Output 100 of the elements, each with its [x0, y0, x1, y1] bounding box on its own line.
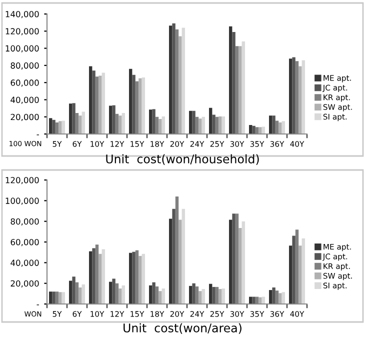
bar	[122, 285, 125, 304]
bar	[62, 120, 65, 134]
bar	[238, 46, 242, 134]
bar	[242, 221, 245, 304]
bar	[129, 68, 132, 134]
bar	[232, 32, 236, 134]
bar	[272, 287, 276, 304]
y-tick-label: 80,000	[10, 218, 39, 226]
bar	[149, 285, 152, 304]
bar	[152, 109, 156, 134]
bar	[52, 292, 56, 304]
bar	[212, 286, 216, 304]
bar	[82, 112, 85, 134]
bar	[178, 220, 182, 304]
bar	[142, 77, 145, 134]
y-tick-label: 80,000	[10, 62, 39, 70]
bar	[89, 66, 92, 134]
bar	[118, 116, 122, 134]
bar	[282, 292, 285, 304]
bar	[292, 57, 296, 134]
bar	[198, 118, 202, 134]
bar	[169, 218, 172, 304]
y-tick-label: 100,000	[6, 198, 39, 205]
bar	[102, 72, 105, 134]
bar	[138, 256, 142, 304]
bar	[118, 288, 122, 304]
bar	[218, 289, 222, 304]
x-axis-title: Unit cost(won/area)	[124, 323, 242, 334]
x-axis-title: Unit cost(won/household)	[106, 154, 259, 165]
y-tick-label: 40,000	[10, 96, 39, 104]
bar	[252, 296, 256, 304]
y-tick-label: 60,000	[10, 238, 39, 246]
bar	[258, 297, 262, 304]
bar	[82, 284, 85, 304]
bar	[269, 116, 272, 134]
bar	[189, 110, 192, 134]
bar	[292, 236, 296, 304]
bar	[89, 251, 92, 304]
bar	[172, 23, 176, 134]
bar	[52, 120, 56, 134]
bar	[69, 280, 72, 304]
bar	[189, 286, 192, 304]
bar	[49, 292, 52, 304]
bar	[202, 116, 205, 134]
bar	[182, 208, 185, 304]
bar	[109, 106, 112, 134]
bar	[162, 288, 165, 304]
bar	[229, 220, 232, 304]
bar	[278, 122, 282, 134]
bar	[298, 246, 302, 304]
bar	[252, 126, 256, 134]
bar	[178, 36, 182, 134]
bar	[212, 114, 216, 134]
bar	[98, 76, 102, 134]
bar	[49, 118, 52, 134]
bar	[209, 284, 212, 304]
bar	[149, 110, 152, 134]
y-tick-label: 120,000	[6, 28, 39, 36]
bar	[152, 282, 156, 304]
bar	[298, 66, 302, 134]
bar	[282, 121, 285, 134]
bar	[269, 290, 272, 304]
bar	[172, 208, 176, 304]
y-tick-label: 60,000	[10, 80, 39, 87]
bar	[132, 252, 136, 304]
y-tick-label: -	[36, 304, 39, 306]
bar	[242, 41, 245, 134]
bar	[72, 103, 76, 134]
bar	[92, 248, 96, 304]
bar	[192, 110, 196, 134]
y-tick-label: 40,000	[10, 260, 39, 267]
bar	[218, 116, 222, 134]
bar	[112, 278, 116, 304]
y-tick-label: 120,000	[6, 176, 39, 184]
y-tick-label: -	[36, 134, 39, 136]
bar	[202, 289, 205, 304]
bar	[138, 78, 142, 134]
bar	[289, 246, 292, 304]
bar	[58, 121, 62, 134]
bar	[289, 58, 292, 134]
bar	[158, 291, 162, 304]
bar	[92, 70, 96, 134]
bar	[69, 104, 72, 134]
bar	[129, 252, 132, 304]
bar	[209, 108, 212, 134]
bar	[302, 60, 305, 134]
bar	[169, 26, 172, 134]
y-tick-label: 20,000	[10, 114, 39, 121]
y-tick-label: 100,000	[6, 45, 39, 52]
bar	[112, 105, 116, 134]
bar	[262, 126, 265, 134]
bar	[72, 276, 76, 304]
bar	[182, 28, 185, 134]
bar	[229, 26, 232, 134]
bar	[222, 116, 225, 134]
bar	[102, 249, 105, 304]
bar	[232, 214, 236, 304]
bar	[109, 282, 112, 304]
bar	[162, 116, 165, 134]
bar	[158, 119, 162, 134]
